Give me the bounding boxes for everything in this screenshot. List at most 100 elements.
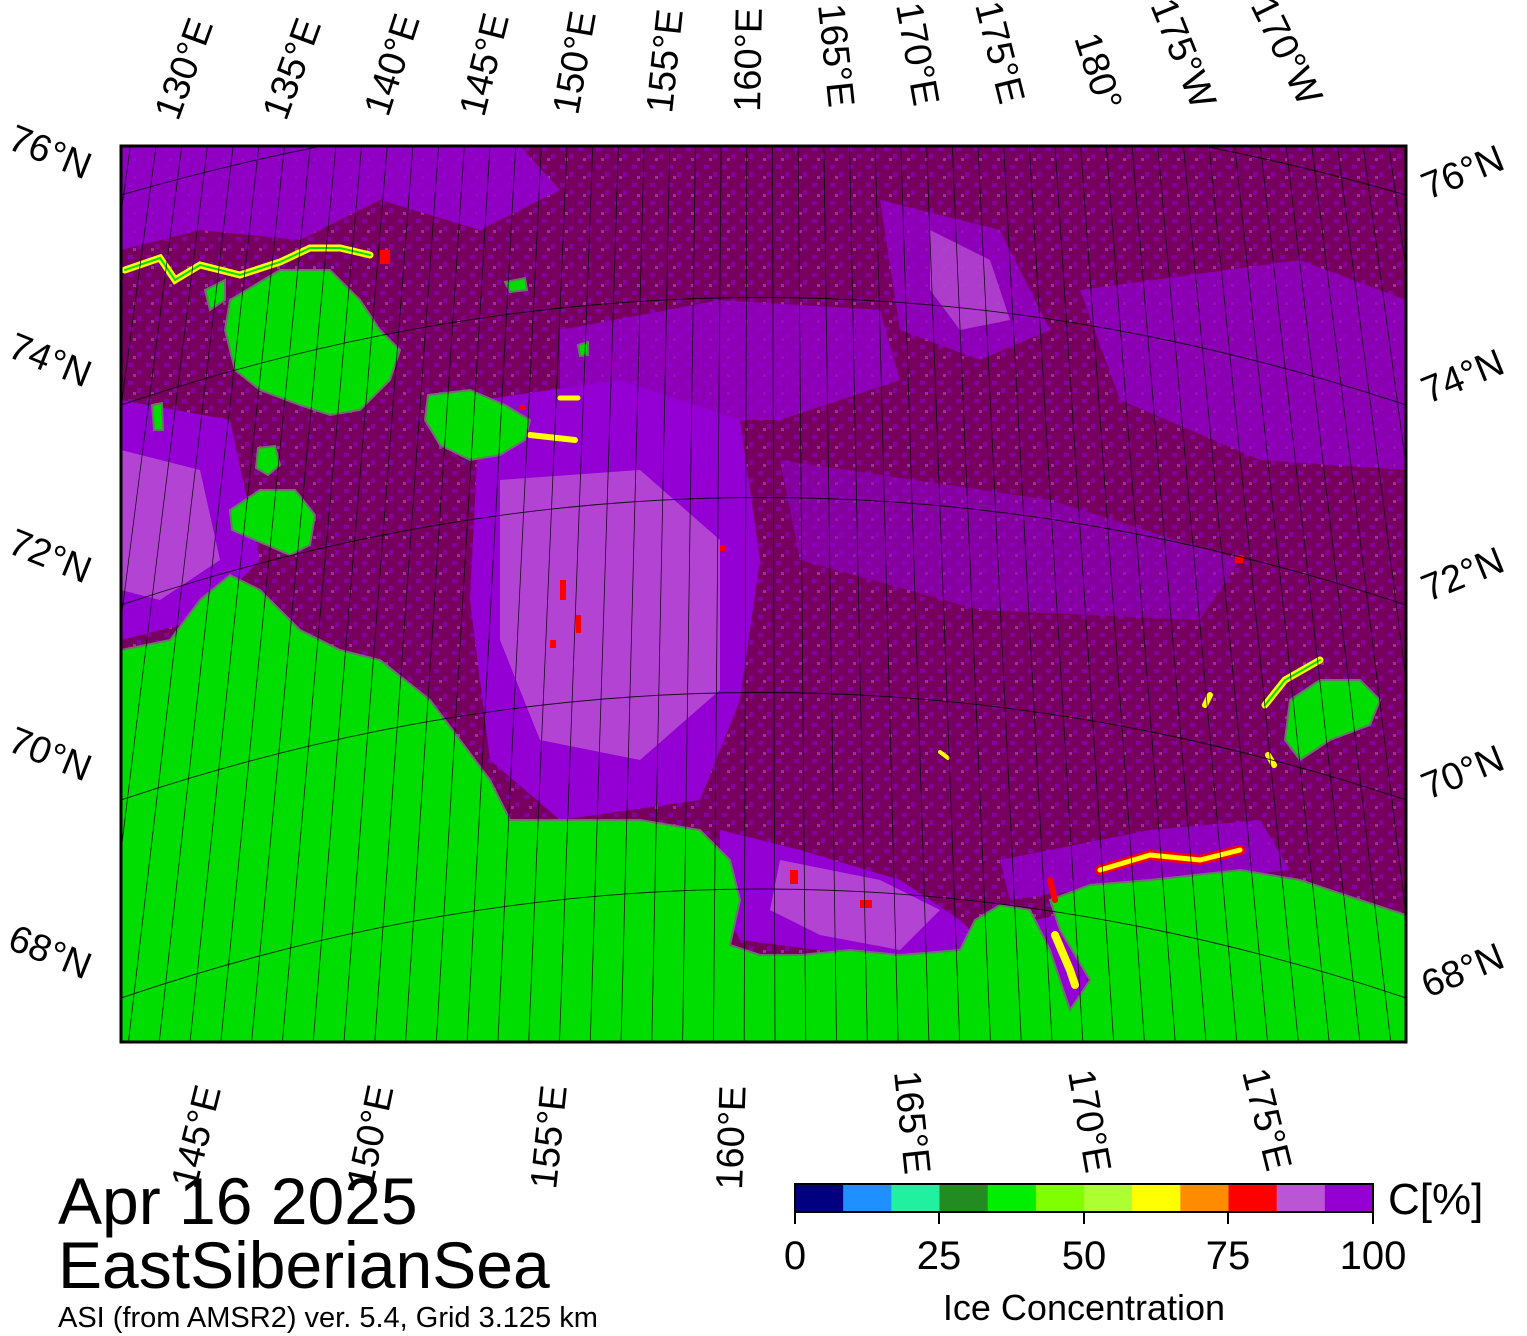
meridian-line: [926, 146, 961, 1042]
latitude-labels-right: 76°N 74°N 72°N 70°N 68°N: [1416, 138, 1510, 1007]
meridian-line: [1311, 146, 1406, 919]
small-island: [254, 444, 282, 477]
colorbar-segment: [1035, 1184, 1085, 1212]
parallel-68n: [121, 888, 1406, 999]
lat-label-left: 72°N: [3, 521, 97, 592]
meridian-line: [1234, 146, 1330, 1042]
colorbar-segment: [987, 1184, 1037, 1212]
meridian-line: [0, 130, 56, 1050]
meridian-line: [343, 146, 414, 1042]
islet: [576, 340, 589, 358]
lon-label-top: 130°E: [147, 13, 222, 125]
meridian-line: [281, 146, 362, 1042]
legend-tick: 25: [916, 1234, 962, 1278]
meridian-line: [497, 146, 542, 1042]
islet: [150, 401, 165, 431]
meridian-line: [1337, 146, 1406, 684]
lat-label-right: 72°N: [1416, 540, 1510, 611]
meridian-line: [0, 130, 5, 1050]
meridian-line: [121, 146, 208, 855]
meridian-line: [121, 146, 183, 624]
colorbar-segment: [1132, 1184, 1181, 1212]
top-longitude-labels: 130°E 135°E 140°E 145°E 150°E 155°E 160°…: [147, 0, 1330, 125]
legend-unit: C[%]: [1388, 1175, 1484, 1224]
meridian-line: [620, 146, 645, 1042]
meridian-line: [1157, 146, 1238, 1042]
wrangel-island: [1283, 679, 1382, 762]
new-siberia-island: [423, 388, 532, 462]
lon-label-top: 150°E: [546, 8, 605, 118]
meridian-line: [0, 130, 81, 1050]
meridian-line: [900, 146, 930, 1042]
parallel-74n: [121, 297, 1406, 406]
lon-label-top: 165°E: [809, 2, 862, 110]
meridians: [0, 130, 1527, 1050]
legend-tick: 100: [1339, 1234, 1407, 1278]
meridian-line: [1208, 146, 1299, 1042]
meridian-line: [0, 130, 30, 1050]
meridian-line: [251, 146, 337, 1042]
colorbar-ticks: [794, 1212, 1374, 1224]
bolshevik-island-group: [223, 269, 402, 417]
lon-label-bottom: 175°E: [1233, 1064, 1299, 1175]
product-info: ASI (from AMSR2) ver. 5.4, Grid 3.125 km: [58, 1302, 598, 1334]
meridian-line: [1515, 130, 1527, 1050]
meridian-line: [528, 146, 568, 1042]
legend-tick: 75: [1205, 1234, 1251, 1278]
lat-label-right: 70°N: [1416, 738, 1510, 809]
meridian-line: [743, 146, 748, 1042]
meridian-line: [713, 146, 722, 1042]
meridian-line: [797, 146, 807, 1042]
meridian-line: [849, 146, 868, 1042]
lon-label-top: 155°E: [639, 7, 692, 115]
meridian-line: [823, 146, 837, 1042]
meridian-line: [374, 146, 440, 1042]
small-island-north: [203, 278, 226, 312]
meridian-line: [435, 146, 491, 1042]
lon-label-top: 170°W: [1242, 0, 1330, 112]
meridian-line: [1080, 146, 1145, 1042]
meridian-line: [121, 146, 157, 412]
meridian-line: [1260, 146, 1361, 1042]
meridian-line: [1131, 146, 1207, 1042]
land: [121, 269, 1406, 1042]
colorbar-segment: [1180, 1184, 1229, 1212]
parallel-70n: [121, 692, 1406, 801]
lat-label-right: 74°N: [1416, 342, 1510, 413]
lon-label-top: 145°E: [452, 9, 518, 120]
meridian-line: [1105, 146, 1176, 1042]
colorbar-segment: [843, 1184, 892, 1212]
ice-concentration-zones: [121, 146, 1406, 1010]
meridian-line: [874, 146, 899, 1042]
meridian-line: [951, 146, 991, 1042]
map-frame: [119, 144, 1408, 1044]
parallel-76n: [121, 146, 1406, 196]
meridian-line: [312, 146, 388, 1042]
meridian-line: [589, 146, 619, 1042]
lon-label-bottom: 165°E: [885, 1069, 938, 1177]
meridian-line: [405, 146, 465, 1042]
lat-label-right: 68°N: [1416, 936, 1510, 1007]
meridian-line: [1054, 146, 1115, 1042]
meridian-line: [1362, 146, 1406, 469]
meridian-line: [772, 146, 776, 1042]
meridian-line: [559, 146, 594, 1042]
meridian-line: [1285, 146, 1392, 1042]
map-date: Apr 16 2025: [58, 1164, 418, 1238]
legend-tick: 0: [783, 1234, 807, 1278]
lat-label-left: 70°N: [3, 719, 97, 790]
high-gradient-specks: [380, 250, 1243, 908]
parallel-72n: [121, 497, 1406, 606]
meridian-line: [189, 146, 285, 1042]
meridian-line: [466, 146, 517, 1042]
region-name: EastSiberianSea: [58, 1228, 550, 1302]
latitude-labels-left: 76°N 74°N 72°N 70°N 68°N: [3, 117, 97, 988]
meridian-line: [1003, 146, 1053, 1042]
meridian-line: [1183, 146, 1268, 1042]
lon-label-top: 170°E: [887, 0, 946, 109]
lat-label-left: 68°N: [3, 917, 97, 988]
meridian-line: [1028, 146, 1084, 1042]
lon-label-top: 160°E: [727, 7, 771, 112]
lon-label-top: 180°: [1065, 28, 1129, 116]
